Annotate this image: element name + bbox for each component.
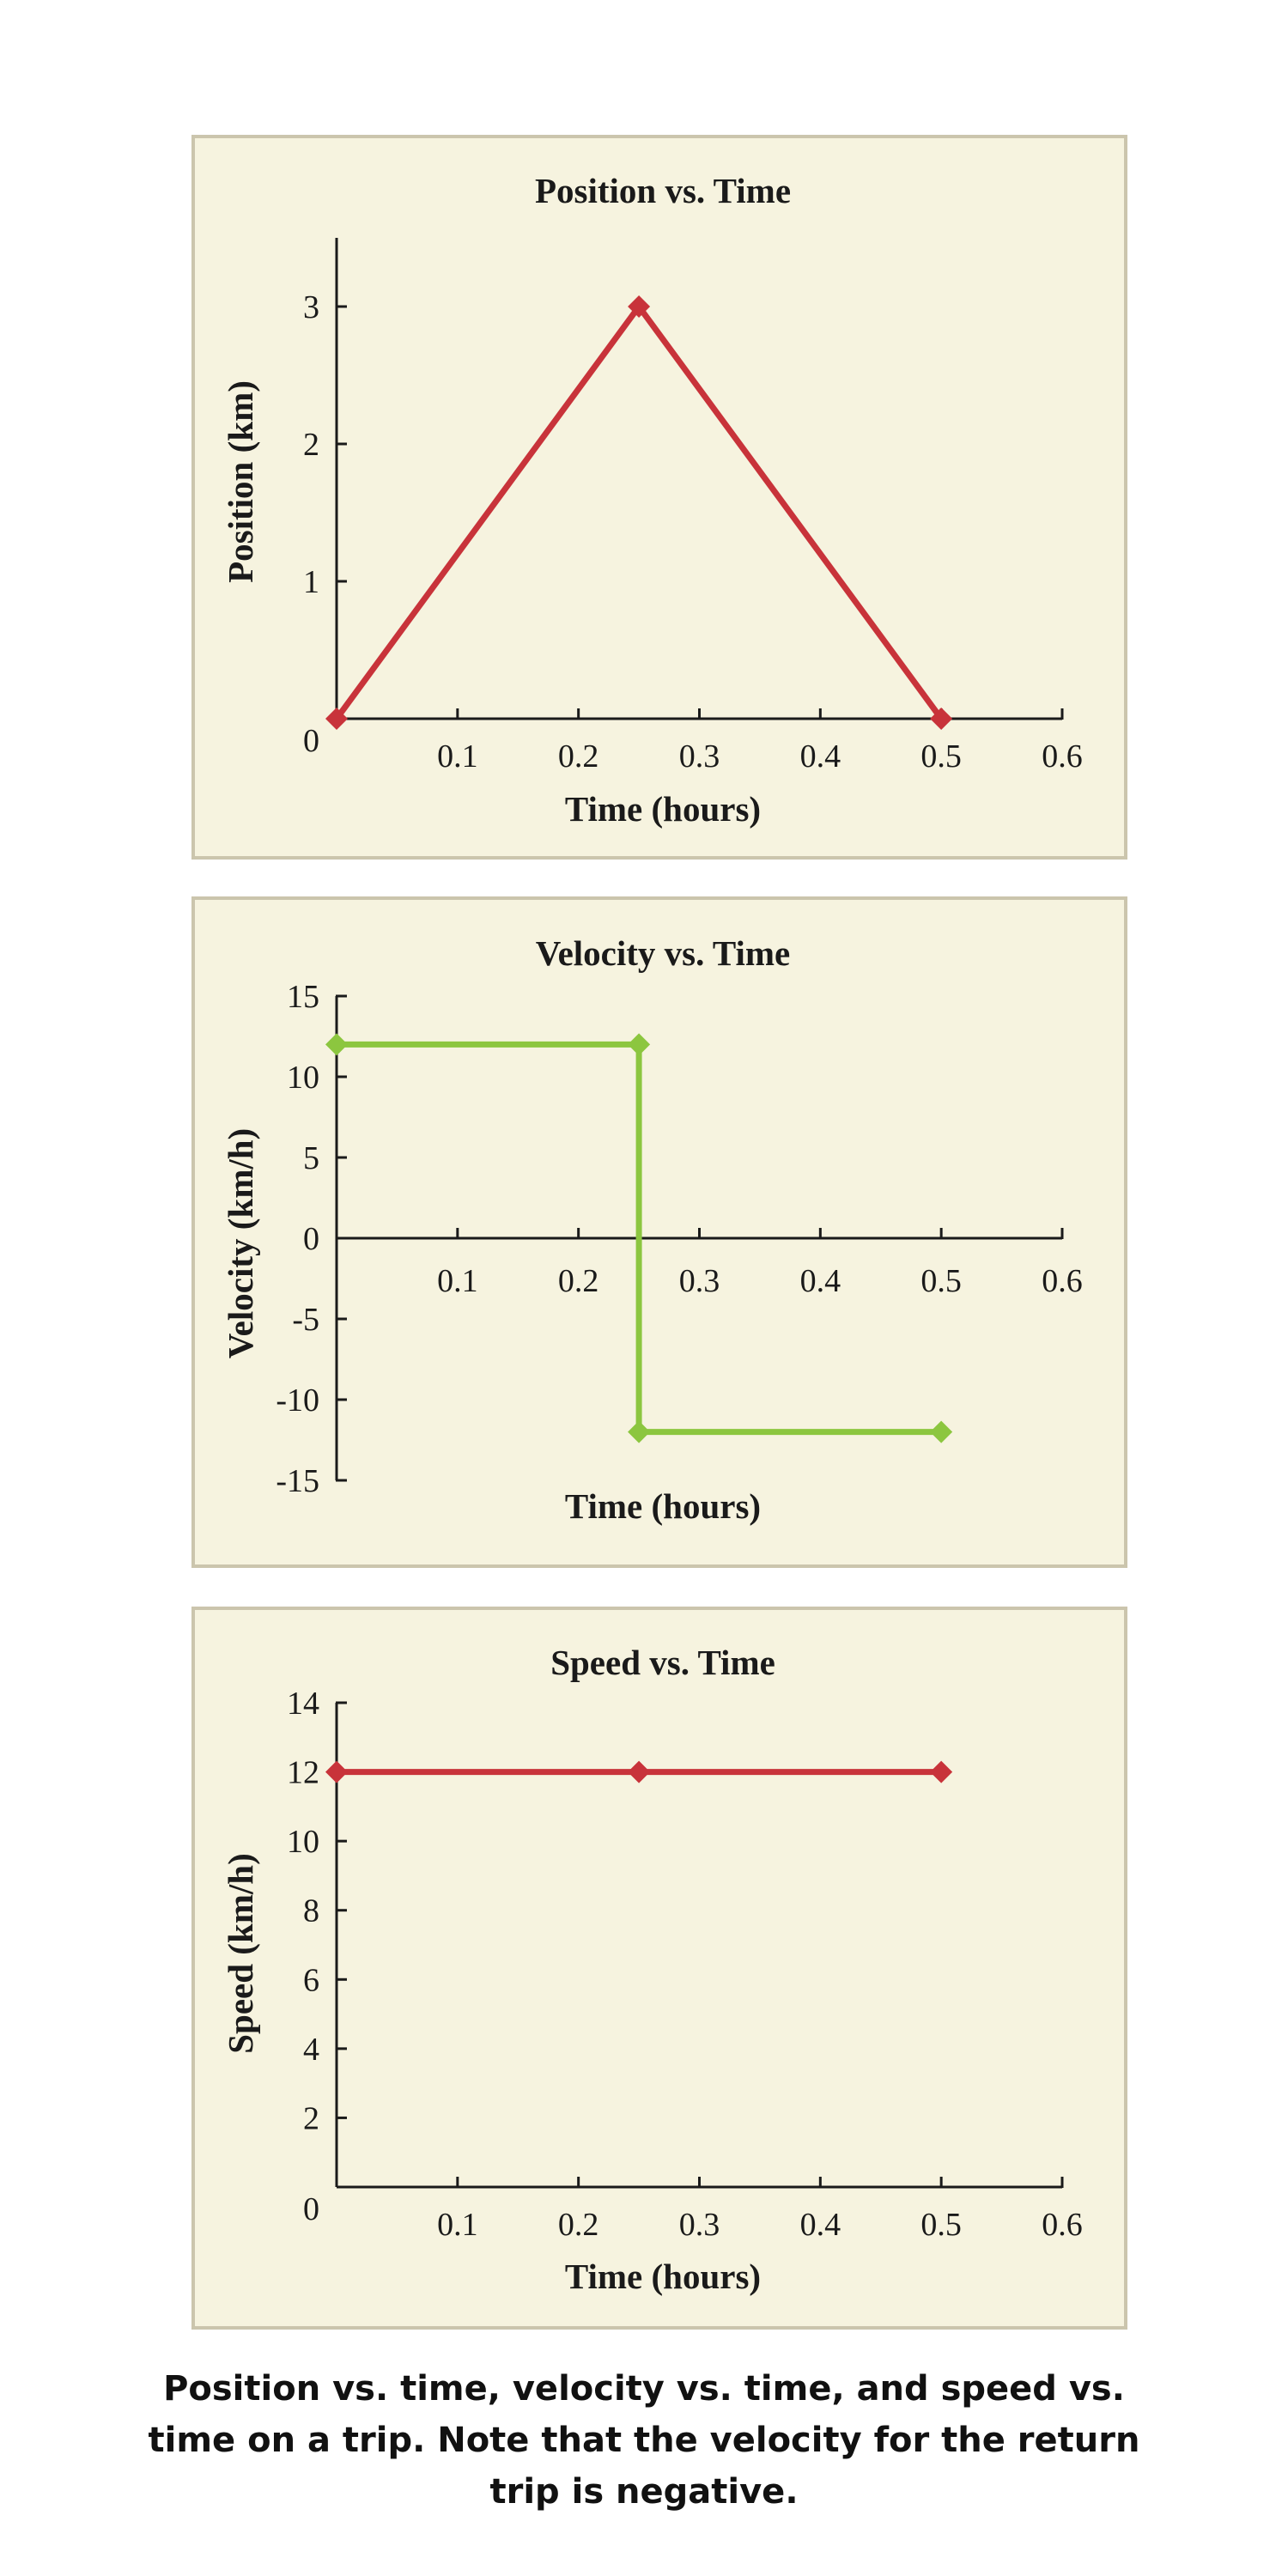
y-tick-label: 0 bbox=[303, 2191, 319, 2227]
x-tick-label: 0.2 bbox=[558, 1263, 599, 1299]
y-tick-label: -5 bbox=[292, 1302, 319, 1338]
x-tick-label: 0.4 bbox=[800, 2207, 841, 2243]
data-point-marker bbox=[325, 1760, 348, 1783]
x-ticks: 0.1 0.2 0.3 0.4 0.5 0.6 bbox=[437, 1228, 1083, 1299]
y-tick-label: 1 bbox=[303, 564, 319, 600]
chart-title: Speed vs. Time bbox=[550, 1643, 775, 1682]
data-point-marker bbox=[628, 1033, 651, 1056]
y-tick-label: 10 bbox=[287, 1060, 319, 1096]
data-point-marker bbox=[325, 1033, 348, 1056]
data-point-marker bbox=[325, 708, 348, 730]
series-line bbox=[337, 1041, 942, 1436]
y-tick-label: 14 bbox=[287, 1686, 319, 1722]
x-tick-label: 0.1 bbox=[437, 1263, 478, 1299]
x-tick-label: 0.5 bbox=[920, 738, 962, 775]
x-axis-label: Time (hours) bbox=[565, 2257, 761, 2296]
x-axis-label: Time (hours) bbox=[565, 789, 761, 829]
x-tick-label: 0.6 bbox=[1042, 2207, 1083, 2243]
x-axis: 0.1 0.2 0.3 0.4 0.5 0.6 bbox=[337, 708, 1083, 775]
data-point-marker bbox=[628, 1760, 651, 1783]
y-tick-label: -10 bbox=[276, 1382, 319, 1419]
y-axis: 15 10 5 0 -5 -10 -15 bbox=[276, 979, 347, 1499]
y-tick-label: 8 bbox=[303, 1893, 319, 1929]
series-layer bbox=[325, 1760, 953, 1783]
velocity-chart: Velocity vs. Time 0.1 0.2 0.3 0.4 0.5 0.6 151… bbox=[221, 933, 1083, 1526]
chart-title: Velocity vs. Time bbox=[536, 933, 791, 973]
chart-title: Position vs. Time bbox=[535, 171, 791, 210]
x-tick-label: 0.2 bbox=[558, 738, 599, 775]
y-tick-label: 2 bbox=[303, 427, 319, 463]
data-point-marker bbox=[930, 1760, 953, 1783]
x-ticks: 0.1 0.2 0.3 0.4 0.5 0.6 bbox=[437, 2177, 1083, 2243]
x-ticks: 0.1 0.2 0.3 0.4 0.5 0.6 bbox=[437, 708, 1083, 775]
x-tick-label: 0.2 bbox=[558, 2207, 599, 2243]
data-point-marker bbox=[930, 708, 953, 730]
y-ticks: 0 1 2 3 bbox=[303, 289, 347, 759]
position-chart-panel: Position vs. Time 0.1 0.2 0.3 0.4 0.5 0.6 0 1 2… bbox=[191, 135, 1127, 860]
data-point-marker bbox=[930, 1420, 953, 1443]
y-axis-label: Speed (km/h) bbox=[221, 1853, 260, 2054]
x-tick-label: 0.3 bbox=[679, 2207, 720, 2243]
x-axis: 0.1 0.2 0.3 0.4 0.5 0.6 bbox=[337, 2177, 1083, 2243]
speed-chart: Speed vs. Time 0.1 0.2 0.3 0.4 0.5 0.6 0 2 4 6 8 1… bbox=[221, 1643, 1083, 2296]
y-tick-label: 0 bbox=[303, 723, 319, 759]
y-tick-label: 5 bbox=[303, 1140, 319, 1176]
y-tick-label: 10 bbox=[287, 1824, 319, 1860]
series-layer bbox=[325, 295, 953, 730]
y-tick-label: 15 bbox=[287, 979, 319, 1015]
y-tick-label: 3 bbox=[303, 289, 319, 325]
y-axis-label: Velocity (km/h) bbox=[221, 1128, 260, 1358]
x-axis-label: Time (hours) bbox=[565, 1486, 761, 1526]
data-point-marker bbox=[628, 1420, 651, 1443]
y-tick-label: 6 bbox=[303, 1962, 319, 1998]
y-axis: 0 2 4 6 8 10 12 14 bbox=[287, 1686, 347, 2227]
y-axis: 0 1 2 3 bbox=[303, 238, 347, 759]
figure-caption: Position vs. time, velocity vs. time, an… bbox=[148, 2369, 1140, 2512]
x-tick-label: 0.4 bbox=[800, 1263, 841, 1299]
x-tick-label: 0.6 bbox=[1042, 1263, 1083, 1299]
y-ticks: 0 2 4 6 8 10 12 14 bbox=[287, 1686, 347, 2227]
x-tick-label: 0.3 bbox=[679, 1263, 720, 1299]
x-tick-label: 0.5 bbox=[920, 2207, 962, 2243]
x-tick-label: 0.6 bbox=[1042, 738, 1083, 775]
series-layer bbox=[325, 1033, 953, 1443]
x-axis: 0.1 0.2 0.3 0.4 0.5 0.6 bbox=[337, 1228, 1083, 1299]
speed-chart-panel: Speed vs. Time 0.1 0.2 0.3 0.4 0.5 0.6 0 2 4 6 8 1… bbox=[191, 1607, 1127, 2330]
x-tick-label: 0.1 bbox=[437, 738, 478, 775]
y-ticks: 15 10 5 0 -5 -10 -15 bbox=[276, 979, 347, 1499]
x-tick-label: 0.3 bbox=[679, 738, 720, 775]
y-tick-label: -15 bbox=[276, 1463, 319, 1499]
data-point-marker bbox=[628, 295, 651, 318]
y-tick-label: 2 bbox=[303, 2100, 319, 2136]
y-tick-label: 12 bbox=[287, 1755, 319, 1791]
position-chart: Position vs. Time 0.1 0.2 0.3 0.4 0.5 0.6 0 1 2… bbox=[221, 171, 1083, 829]
x-tick-label: 0.1 bbox=[437, 2207, 478, 2243]
x-tick-label: 0.4 bbox=[800, 738, 841, 775]
series-line bbox=[334, 301, 944, 721]
velocity-chart-panel: Velocity vs. Time 0.1 0.2 0.3 0.4 0.5 0.6 15 1… bbox=[191, 896, 1127, 1568]
y-axis-label: Position (km) bbox=[221, 380, 260, 583]
y-tick-label: 0 bbox=[303, 1221, 319, 1257]
x-tick-label: 0.5 bbox=[920, 1263, 962, 1299]
y-tick-label: 4 bbox=[303, 2032, 319, 2068]
